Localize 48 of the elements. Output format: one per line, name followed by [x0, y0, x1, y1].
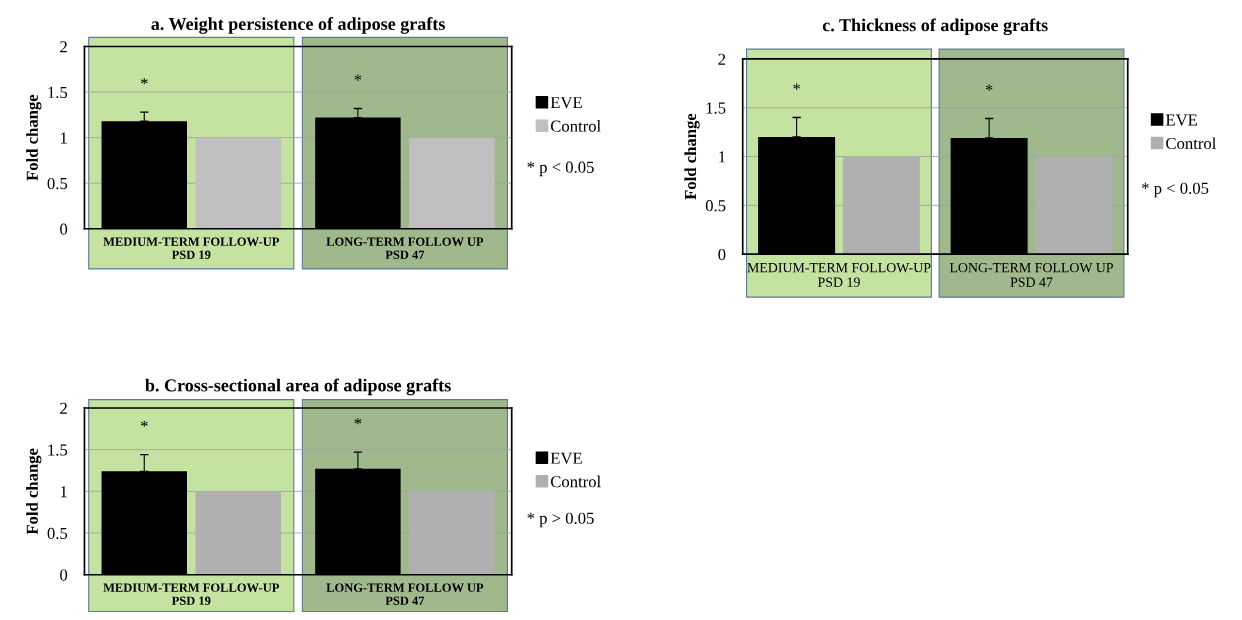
y-axis-title: Fold change [26, 448, 42, 535]
y-tick-label: 0.5 [47, 177, 68, 190]
y-axis-title: Fold change [26, 94, 42, 181]
legend-label: Control [550, 475, 601, 488]
annotation: * [985, 84, 993, 91]
legend-label: EVE [1165, 114, 1197, 126]
text: * p > 0.05 [527, 512, 594, 528]
chart-title: b. Cross-sectional area of adipose grafts [145, 378, 451, 396]
x-tick-label: LONG-TERM FOLLOW UP PSD 47 [949, 262, 1113, 287]
legend-label: EVE [550, 452, 582, 464]
chart-title: c. Thickness of adipose grafts [822, 18, 1048, 36]
y-tick-label: 1.5 [48, 86, 68, 99]
bar [409, 491, 495, 575]
text: * p < 0.05 [1142, 182, 1209, 198]
y-tick-label: 1.5 [706, 102, 726, 114]
bar [195, 491, 281, 575]
y-tick-label: 0.5 [47, 527, 68, 540]
legend-label: Control [1166, 137, 1217, 150]
x-tick-label: MEDIUM-TERM FOLLOW-UP PSD 19 [103, 237, 280, 259]
y-tick-label: 2 [60, 41, 67, 53]
text: * p < 0.05 [527, 161, 594, 177]
legend-label: EVE [550, 97, 582, 109]
y-axis-title: Fold change [684, 113, 700, 200]
y-tick-label: 1 [60, 486, 67, 498]
y-tick-label: 0 [60, 223, 68, 235]
annotation: * [140, 420, 148, 427]
bar [195, 137, 281, 229]
x-tick-label: MEDIUM-TERM FOLLOW-UP PSD 19 [747, 262, 931, 287]
chart-title: a. Weight persistence of adipose grafts [151, 17, 445, 34]
legend-label: Control [550, 120, 601, 132]
y-tick-label: 2 [718, 53, 726, 65]
x-tick-label: MEDIUM-TERM FOLLOW-UP PSD 19 [103, 583, 280, 605]
x-tick-label: LONG-TERM FOLLOW UP PSD 47 [326, 583, 484, 605]
y-tick-label: 1 [719, 151, 726, 163]
annotation: * [793, 83, 800, 90]
bar [1035, 156, 1113, 255]
y-tick-label: 0.5 [705, 200, 726, 212]
annotation: * [140, 78, 148, 85]
annotation: * [354, 418, 362, 425]
y-tick-label: 1.5 [48, 444, 68, 456]
y-tick-label: 0 [60, 569, 68, 581]
y-tick-label: 1 [60, 132, 67, 144]
x-tick-label: LONG-TERM FOLLOW UP PSD 47 [326, 237, 484, 259]
bar [409, 137, 495, 229]
y-tick-label: 2 [60, 402, 67, 414]
y-tick-label: 0 [718, 248, 726, 261]
bar [842, 156, 920, 255]
annotation: * [354, 74, 362, 81]
